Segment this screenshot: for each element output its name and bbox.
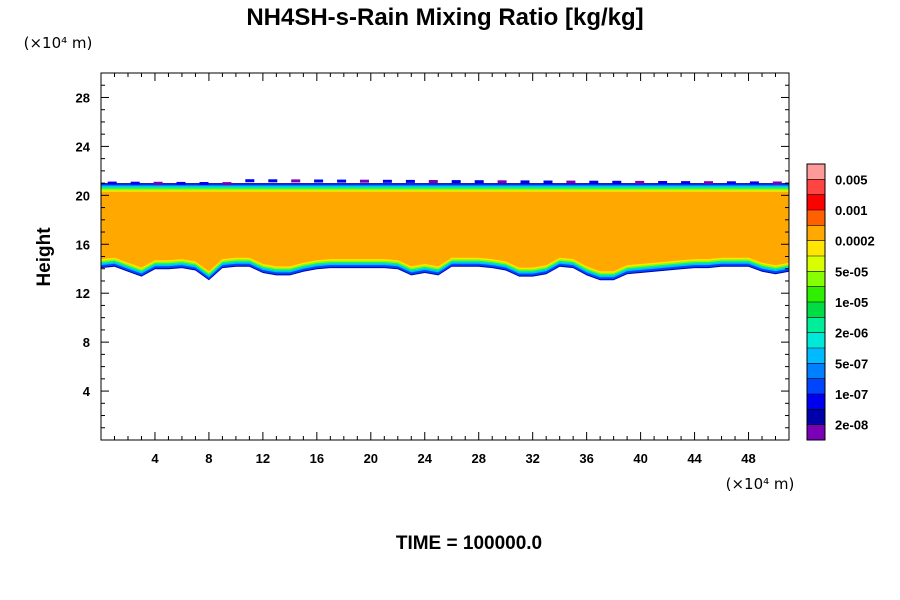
colorbar-swatch [807,378,825,395]
colorbar-label: 0.001 [835,203,868,218]
x-tick-label: 4 [151,451,159,466]
x-unit-label: (×10⁴ m) [726,475,795,493]
colorbar-label: 0.005 [835,172,868,187]
time-label: TIME = 100000.0 [396,533,542,554]
top-edge-speck [451,180,461,184]
colorbar-swatch [807,225,825,241]
plot-area [100,72,790,441]
top-edge-speck [360,179,369,183]
colorbar-swatch [807,256,825,272]
top-edge-speck [772,181,782,185]
colorbar-swatch [807,164,825,180]
top-edge-speck [314,179,324,183]
top-edge-speck [199,182,209,185]
colorbar-label: 5e-07 [835,356,868,371]
colorbar-label: 5e-05 [835,264,868,279]
colorbar-swatch [807,332,825,349]
top-edge-speck [428,180,438,183]
top-edge-speck [222,182,232,186]
y-tick-label: 16 [76,237,90,252]
x-tick-label: 20 [364,451,378,466]
y-tick-label: 12 [76,286,90,301]
x-tick-label: 36 [579,451,593,466]
colorbar: 0.005 0.001 0.0002 5e-05 1e-05 2e-06 5e-07 1e-0… [806,163,875,441]
y-tick-label: 8 [83,335,90,350]
y-tick-label: 4 [83,384,91,399]
top-edge-speck [497,180,507,184]
chart-title: NH4SH-s-Rain Mixing Ratio [kg/kg] [246,4,643,31]
y-axis-label: Height [34,227,55,287]
top-edge-speck [176,181,186,185]
colorbar-label: 2e-06 [835,326,868,341]
top-edge-speck [245,179,255,183]
x-tick-label: 40 [633,451,647,466]
x-tick-label: 12 [256,451,270,466]
x-axis: 4 8 12 16 20 24 28 32 36 40 44 48 [113,73,777,466]
top-edge-speck [589,180,599,184]
x-tick-label: 24 [418,451,433,466]
top-edge-speck [566,180,576,184]
colorbar-label: 2e-08 [835,418,868,433]
colorbar-label: 1e-05 [835,295,868,310]
y-unit-label: (×10⁴ m) [24,34,93,52]
top-edge-speck [543,180,553,184]
x-tick-label: 8 [205,451,212,466]
y-tick-label: 24 [76,139,91,154]
top-edge-speck [291,179,301,183]
x-tick-label: 44 [687,451,702,466]
colorbar-swatch [807,194,825,211]
top-edge-speck [635,180,645,184]
colorbar-label: 0.0002 [835,234,875,249]
y-axis: 4 8 12 16 20 24 28 [76,84,789,429]
x-tick-label: 32 [525,451,539,466]
colorbar-swatch [807,424,825,441]
top-edge-speck [337,179,347,183]
mixing-ratio-field [101,179,789,281]
top-edge-speck [749,181,759,185]
colorbar-swatch [807,179,825,195]
colorbar-swatch [807,302,825,318]
x-tick-label: 48 [741,451,755,466]
top-edge-speck [474,180,484,184]
x-tick-label: 16 [310,451,324,466]
top-edge-speck [268,179,278,183]
colorbar-swatch [807,348,825,364]
top-edge-speck [612,180,622,184]
y-tick-label: 20 [76,188,90,203]
top-edge-speck [658,181,668,184]
core-band-orange [101,191,789,272]
top-edge-speck [704,181,713,185]
y-tick-label: 28 [76,90,90,105]
colorbar-label: 1e-07 [835,387,868,402]
top-edge-speck [153,181,163,185]
colorbar-swatch [807,409,825,425]
top-edge-speck [405,179,415,183]
colorbar-swatch [807,363,825,379]
top-edge-speck [107,181,117,185]
top-edge-speck [382,179,392,183]
colorbar-swatch [807,286,825,303]
colorbar-swatch [807,240,825,257]
top-edge-speck [520,180,530,184]
top-edge-speck [130,181,140,185]
top-edge-speck [726,181,736,185]
x-tick-label: 28 [471,451,485,466]
top-edge-speck [681,181,691,185]
colorbar-swatch [807,210,825,226]
colorbar-swatch [807,394,825,410]
colorbar-swatch [807,317,825,333]
colorbar-swatch [807,271,825,287]
